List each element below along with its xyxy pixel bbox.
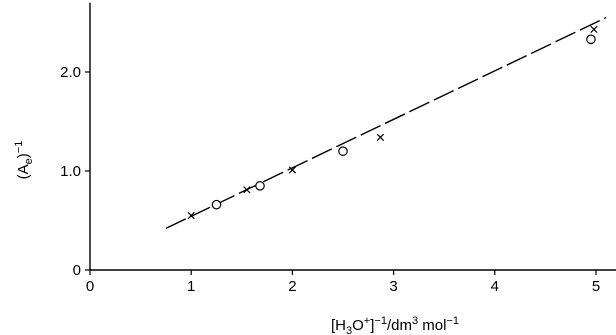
y-tick-label: 0 <box>73 262 81 279</box>
x-axis-title: [H3O+]−1/dm3 mol−1 <box>331 315 459 335</box>
cross-marker <box>376 133 385 141</box>
y-axis-title: (Ae)−1 <box>13 141 35 180</box>
x-tick-label: 4 <box>491 278 499 295</box>
x-tick-label: 5 <box>592 278 600 295</box>
plot-area <box>89 2 616 271</box>
y-tick-label: 1.0 <box>60 163 81 180</box>
circle-marker <box>586 34 596 45</box>
axis-ticks: 0 1 2 3 4 5 0 1.0 2.0 <box>60 64 600 295</box>
x-tick-label: 0 <box>86 278 94 295</box>
circle-marker <box>211 199 222 210</box>
cross-marker <box>590 25 598 34</box>
circle-marker <box>255 181 265 191</box>
fit-line <box>165 16 607 230</box>
x-tick-label: 3 <box>389 278 397 295</box>
cross-marker <box>187 211 195 220</box>
x-tick-label: 2 <box>288 278 296 295</box>
x-tick-label: 1 <box>187 278 195 295</box>
y-tick-label: 2.0 <box>60 64 81 81</box>
data-marks <box>165 16 607 230</box>
circle-marker <box>338 146 348 156</box>
cross-marker <box>243 186 251 194</box>
cross-marker <box>288 166 297 174</box>
